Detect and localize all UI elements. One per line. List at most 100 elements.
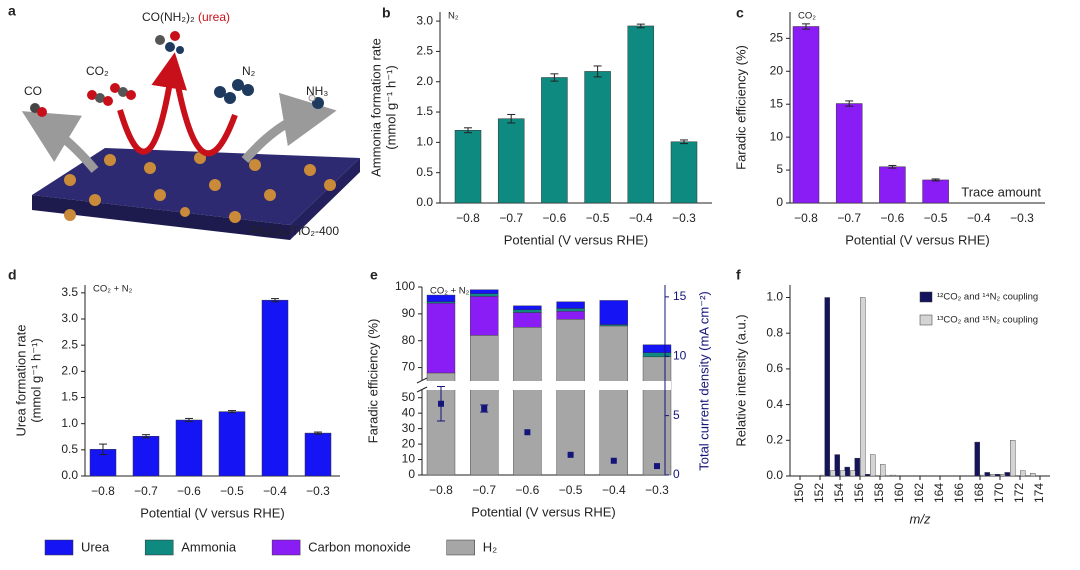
note: Trace amount: [961, 184, 1041, 199]
reactant-label: CO₂: [86, 64, 109, 78]
y-tick-label: 25: [770, 31, 784, 45]
x-tick-label: −0.4: [967, 211, 991, 225]
y-tick-label: 0: [776, 195, 783, 209]
y-tick-label: 2.5: [61, 337, 78, 351]
y-tick-label: 0: [408, 467, 415, 481]
bar: [1004, 472, 1010, 477]
x-tick-label: −0.6: [881, 211, 905, 225]
y-tick-label: 90: [402, 306, 416, 320]
y-tick-label: 3.0: [416, 13, 433, 27]
y-tick-label: 0.0: [416, 195, 433, 209]
x-axis-label: Potential (V versus RHE): [504, 232, 649, 247]
bar: [824, 297, 830, 477]
x-tick-label: −0.7: [499, 211, 523, 225]
bar-segment: [599, 325, 628, 476]
arrow: [117, 52, 187, 155]
y-tick-label: 0.0: [766, 468, 783, 482]
y-tick-label: 0.4: [766, 397, 783, 411]
y2-axis-label: Total current density (mA cm⁻²): [696, 291, 711, 471]
y-tick-label: 1.5: [416, 104, 433, 118]
y-axis-label: Ammonia formation rate: [368, 38, 383, 177]
bar-segment: [513, 309, 542, 313]
bar-segment: [556, 308, 585, 312]
arrow: [241, 92, 337, 163]
x-tick-label: 174: [1032, 483, 1046, 503]
x-tick-label: −0.6: [516, 483, 540, 497]
legend-swatch: [919, 314, 933, 326]
bar: [454, 129, 482, 204]
bar: [1000, 474, 1006, 477]
y-tick-label: 2.0: [416, 74, 433, 88]
x-tick-label: −0.5: [924, 211, 948, 225]
bar: [670, 141, 698, 204]
y-tick-label: 0.0: [61, 468, 78, 482]
product-note: (urea): [198, 10, 230, 24]
point: [654, 463, 660, 470]
bar: [860, 297, 866, 477]
bar: [820, 474, 826, 477]
bar: [880, 464, 886, 477]
bar: [854, 457, 860, 477]
bar: [218, 411, 246, 477]
metal-atoms: [64, 152, 336, 223]
bar: [870, 454, 876, 477]
bar: [990, 474, 996, 477]
y-tick-label: 0.8: [766, 325, 783, 339]
y-axis-label: (mmol g⁻¹ h⁻¹): [383, 65, 398, 150]
bar: [980, 474, 986, 477]
y-axis-label: Faradic efficiency (%): [365, 319, 380, 444]
x-tick-label: 172: [1012, 483, 1026, 503]
y-tick-label: 80: [402, 333, 416, 347]
legend-label: ¹²CO₂ and ¹⁴N₂ coupling: [937, 292, 1038, 303]
product: CO(NH₂)₂: [142, 10, 195, 24]
legend-swatch: [919, 291, 933, 303]
bar: [879, 166, 906, 204]
x-tick-label: −0.7: [472, 483, 496, 497]
panel-letter: d: [8, 267, 17, 283]
molecules: [30, 31, 324, 117]
bar-segment: [599, 324, 628, 327]
legend-swatch: [144, 539, 174, 556]
bar-segment: [513, 305, 542, 311]
bar: [261, 299, 289, 477]
y-tick-label: 2.5: [416, 44, 433, 58]
y-tick-label: 0.2: [766, 432, 783, 446]
bar-segment: [556, 310, 585, 320]
legend-label: Ammonia: [181, 539, 237, 554]
bar-segment: [513, 327, 542, 476]
x-tick-label: −0.8: [91, 484, 115, 498]
bar: [541, 77, 568, 204]
bar: [835, 103, 863, 204]
y-axis-label: Faradic efficiency (%): [733, 45, 748, 170]
bar: [1010, 440, 1016, 477]
y-tick-label: 3.0: [61, 311, 78, 325]
bar: [1020, 470, 1026, 477]
x-tick-label: 168: [972, 483, 986, 503]
bar: [175, 419, 203, 477]
x-tick-label: −0.7: [837, 211, 861, 225]
legend-swatch: [446, 539, 475, 556]
catalyst-label: Pd₁Cu₁/TiO₂-400: [250, 224, 339, 238]
y-tick-label: 1.0: [416, 135, 433, 149]
y-tick-label: 1.0: [766, 290, 783, 304]
panel-letter: e: [370, 267, 378, 283]
bar: [627, 25, 655, 204]
bar: [304, 432, 332, 477]
y-tick-label: 0.6: [766, 361, 783, 375]
x-axis-label: Potential (V versus RHE): [471, 504, 616, 519]
x-tick-label: −0.5: [220, 484, 244, 498]
bar: [834, 454, 840, 477]
bar: [994, 474, 1000, 477]
x-axis-label: Potential (V versus RHE): [845, 232, 990, 247]
x-tick-label: −0.4: [629, 211, 653, 225]
bar-segment: [513, 312, 542, 328]
x-tick-label: −0.3: [672, 211, 696, 225]
bar-segment: [556, 301, 585, 309]
x-tick-label: −0.6: [543, 211, 567, 225]
side-product-label: NH₃: [306, 84, 328, 98]
y-tick-label: 100: [395, 279, 415, 293]
annotation: CO₂: [798, 11, 816, 22]
bar: [840, 470, 846, 477]
